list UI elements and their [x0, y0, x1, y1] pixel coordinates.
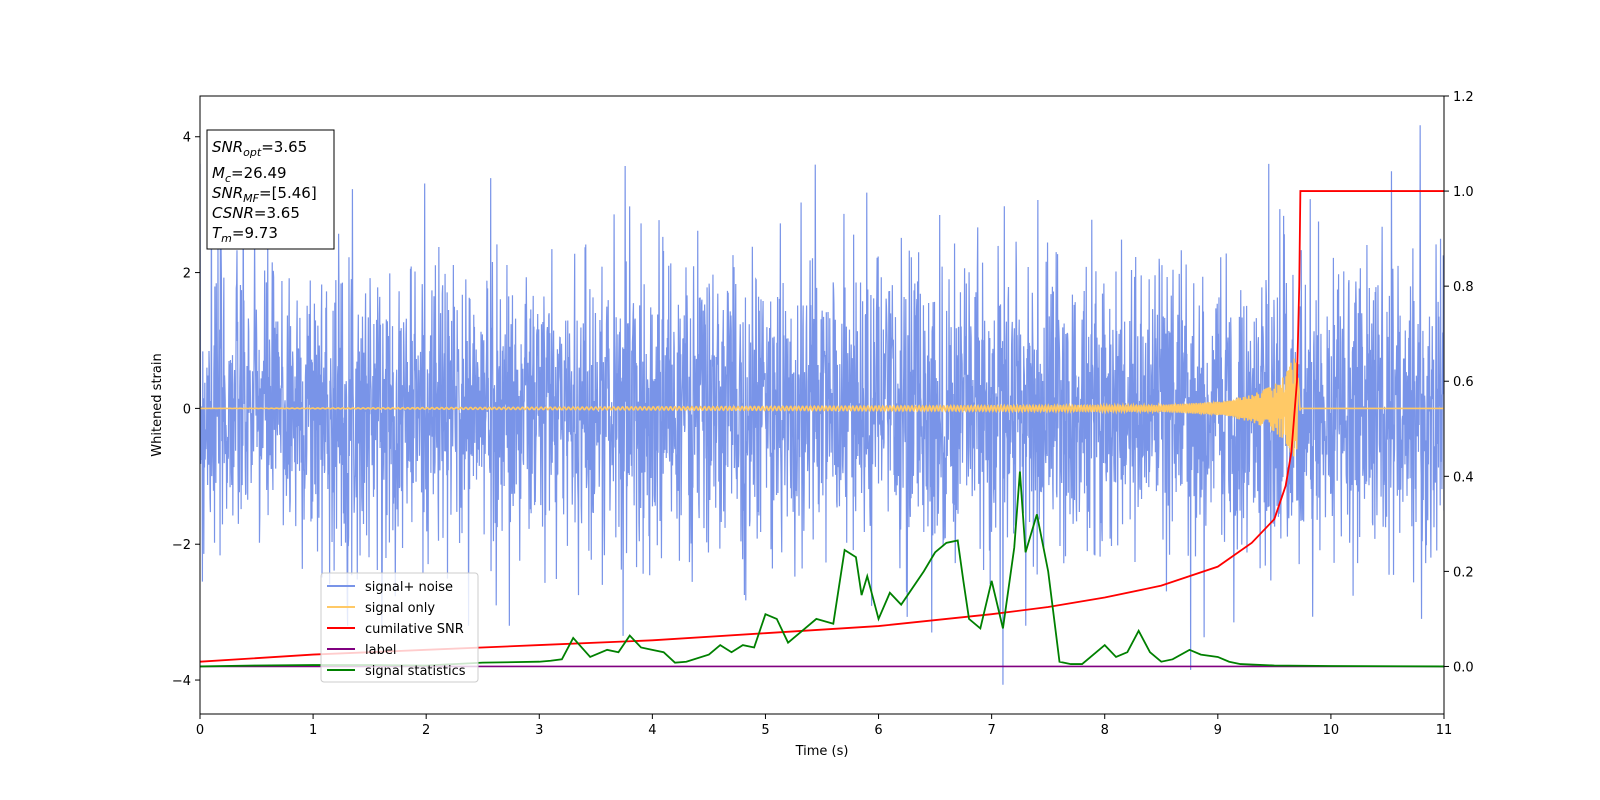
series-signal-statistics-line — [200, 471, 1444, 668]
series-cumulative-snr-line — [200, 190, 1444, 663]
plot-frame — [199, 95, 1445, 715]
info-line: CSNR=3.65 — [212, 204, 300, 222]
x-tick-label: 1 — [309, 723, 317, 738]
y-axis-label: Whitened strain — [150, 353, 165, 456]
y-tick-label: 0 — [183, 402, 191, 417]
x-tick-label: 10 — [1323, 723, 1340, 738]
x-axis-label: Time (s) — [795, 744, 849, 759]
x-tick-label: 6 — [874, 723, 882, 738]
info-line: SNRMF=[5.46] — [212, 184, 317, 205]
y-tick-label: 4 — [183, 131, 191, 146]
x-tick-label: 7 — [987, 723, 995, 738]
y2-tick-label: 1.2 — [1453, 90, 1474, 105]
x-tick-label: 5 — [761, 723, 769, 738]
y2-tick-label: 1.0 — [1453, 185, 1474, 200]
info-box-frame — [206, 129, 335, 250]
legend-entry: signal statistics — [365, 664, 466, 679]
x-tick-label: 2 — [422, 723, 430, 738]
legend-entry: signal only — [365, 601, 435, 616]
axes-layer: 0 1 2 3 4 5 6 7 8 9 10 11 −4 −2 0 2 4 0.0 0.2 0.4 0.6 0.8 1.0 1… — [172, 90, 1474, 738]
info-box: SNRopt=3.65 Mc=26.49SNRMF=[5.46]CSNR=3.65… — [206, 129, 335, 250]
y-tick-label: −4 — [172, 674, 191, 689]
y-tick-label: 2 — [183, 267, 191, 282]
x-tick-label: 3 — [535, 723, 543, 738]
legend-entry: cumilative SNR — [365, 622, 464, 637]
legend: signal+ noise signal only cumilative SNR la… — [320, 572, 479, 683]
series-signal-only-line — [200, 358, 1444, 457]
x-tick-label: 8 — [1101, 723, 1109, 738]
x-tick-label: 11 — [1436, 723, 1453, 738]
legend-entry: label — [365, 643, 396, 658]
info-line: Mc=26.49 — [212, 164, 287, 185]
y2-tick-label: 0.4 — [1453, 470, 1474, 485]
y2-tick-label: 0.0 — [1453, 660, 1474, 675]
legend-entry: signal+ noise — [365, 580, 453, 595]
y2-tick-label: 0.6 — [1453, 375, 1474, 390]
info-line: SNRopt=3.65 — [212, 138, 307, 159]
y-tick-label: −2 — [172, 538, 191, 553]
x-tick-label: 9 — [1214, 723, 1222, 738]
x-tick-label: 0 — [196, 723, 204, 738]
y2-tick-label: 0.2 — [1453, 565, 1474, 580]
x-tick-label: 4 — [648, 723, 656, 738]
legend-frame — [320, 572, 479, 683]
y2-tick-label: 0.8 — [1453, 280, 1474, 295]
info-line: Tm=9.73 — [212, 224, 278, 245]
